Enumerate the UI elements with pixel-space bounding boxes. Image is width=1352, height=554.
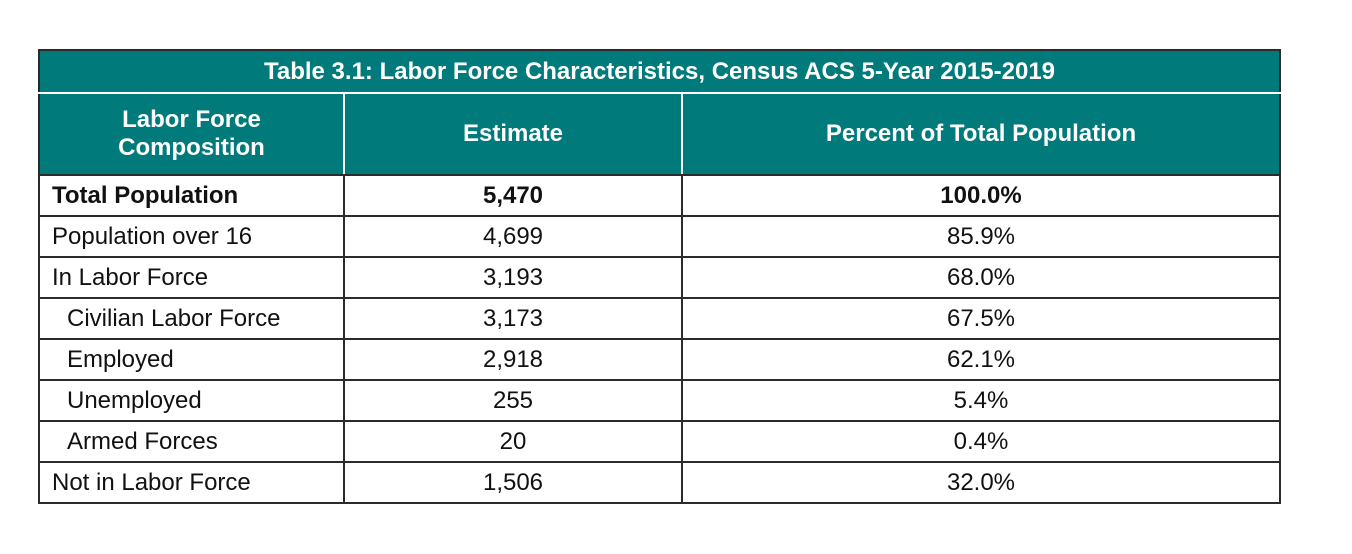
row-estimate: 5,470 — [343, 174, 683, 217]
row-estimate: 3,173 — [343, 297, 683, 340]
row-estimate: 3,193 — [343, 256, 683, 299]
row-percent: 62.1% — [681, 338, 1281, 381]
table-row: Armed Forces 20 0.4% — [38, 420, 1281, 463]
column-header-estimate: Estimate — [343, 92, 683, 176]
table-row: Not in Labor Force 1,506 32.0% — [38, 461, 1281, 504]
row-label: Armed Forces — [38, 420, 345, 463]
row-estimate: 2,918 — [343, 338, 683, 381]
row-label: Not in Labor Force — [38, 461, 345, 504]
column-header-composition-label: Labor Force Composition — [118, 106, 265, 161]
row-percent: 32.0% — [681, 461, 1281, 504]
table-row: Civilian Labor Force 3,173 67.5% — [38, 297, 1281, 340]
row-estimate: 1,506 — [343, 461, 683, 504]
row-estimate: 4,699 — [343, 215, 683, 258]
table-title: Table 3.1: Labor Force Characteristics, … — [38, 49, 1281, 94]
table-row: Total Population 5,470 100.0% — [38, 174, 1281, 217]
row-percent: 68.0% — [681, 256, 1281, 299]
row-estimate: 255 — [343, 379, 683, 422]
column-header-composition: Labor Force Composition — [38, 92, 345, 176]
row-percent: 5.4% — [681, 379, 1281, 422]
table-row: Employed 2,918 62.1% — [38, 338, 1281, 381]
row-label: In Labor Force — [38, 256, 345, 299]
row-percent: 85.9% — [681, 215, 1281, 258]
row-label: Population over 16 — [38, 215, 345, 258]
table-row: Unemployed 255 5.4% — [38, 379, 1281, 422]
labor-force-table: Table 3.1: Labor Force Characteristics, … — [38, 49, 1281, 504]
row-estimate: 20 — [343, 420, 683, 463]
table-header-row: Labor Force Composition Estimate Percent… — [38, 92, 1281, 176]
table-title-row: Table 3.1: Labor Force Characteristics, … — [38, 49, 1281, 94]
row-percent: 0.4% — [681, 420, 1281, 463]
column-header-percent: Percent of Total Population — [681, 92, 1281, 176]
row-percent: 100.0% — [681, 174, 1281, 217]
row-label: Employed — [38, 338, 345, 381]
row-percent: 67.5% — [681, 297, 1281, 340]
labor-force-table-container: Table 3.1: Labor Force Characteristics, … — [38, 49, 1281, 504]
row-label: Total Population — [38, 174, 345, 217]
table-row: Population over 16 4,699 85.9% — [38, 215, 1281, 258]
row-label: Unemployed — [38, 379, 345, 422]
row-label: Civilian Labor Force — [38, 297, 345, 340]
table-row: In Labor Force 3,193 68.0% — [38, 256, 1281, 299]
